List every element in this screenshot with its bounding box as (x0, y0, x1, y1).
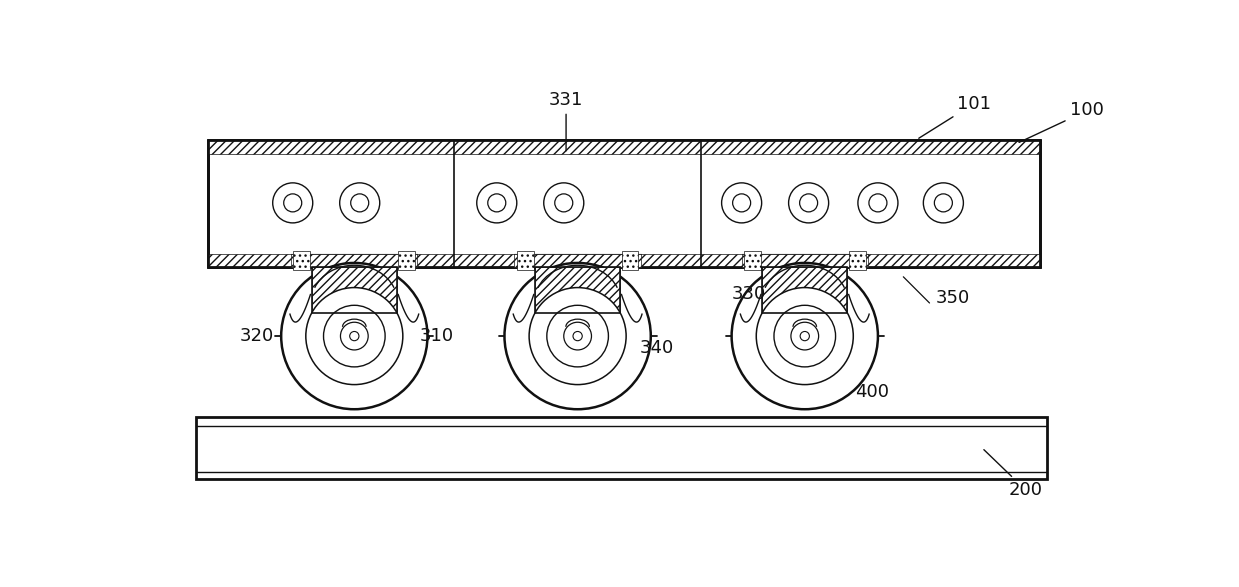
Circle shape (529, 288, 626, 384)
Circle shape (869, 194, 887, 212)
Text: 350: 350 (935, 289, 970, 306)
Circle shape (546, 305, 608, 367)
Circle shape (731, 263, 878, 409)
Text: 101: 101 (919, 95, 991, 139)
Text: 331: 331 (549, 91, 584, 151)
Bar (535, 266, 620, 313)
Bar (291, 255, 418, 266)
Text: 310: 310 (420, 327, 453, 345)
Circle shape (774, 305, 835, 367)
Circle shape (732, 194, 751, 212)
Text: 200: 200 (984, 450, 1043, 499)
Bar (742, 255, 867, 266)
Bar (398, 251, 415, 270)
Text: 100: 100 (1018, 102, 1104, 143)
Circle shape (281, 263, 427, 409)
Text: 330: 330 (731, 285, 766, 303)
Circle shape (349, 332, 359, 340)
Bar (341, 313, 368, 332)
Circle shape (351, 194, 369, 212)
Circle shape (800, 332, 809, 340)
Circle shape (306, 288, 403, 384)
Circle shape (934, 194, 953, 212)
Circle shape (790, 322, 819, 350)
Circle shape (323, 305, 385, 367)
Bar (762, 266, 847, 313)
Circle shape (544, 183, 584, 223)
Circle shape (799, 194, 818, 212)
Text: 400: 400 (855, 383, 888, 402)
Bar (208, 140, 1040, 154)
Bar (208, 140, 1040, 266)
Bar (197, 417, 1047, 478)
Circle shape (504, 263, 650, 409)
Circle shape (555, 194, 572, 212)
Circle shape (564, 322, 591, 350)
Bar (208, 255, 1040, 266)
Bar (622, 251, 638, 270)
Circle shape (756, 288, 854, 384)
Bar (849, 251, 866, 270)
Circle shape (857, 183, 898, 223)
Text: 340: 340 (639, 339, 674, 357)
Bar (294, 251, 311, 270)
Bar (565, 313, 591, 332)
Bar (514, 255, 641, 266)
Circle shape (477, 183, 517, 223)
Circle shape (339, 183, 379, 223)
Circle shape (284, 194, 302, 212)
Bar (312, 266, 396, 313)
Circle shape (721, 183, 762, 223)
Bar (792, 313, 818, 332)
Circle shape (488, 194, 506, 212)
Bar (312, 266, 396, 313)
Circle shape (273, 183, 312, 223)
Circle shape (788, 183, 829, 223)
Text: 320: 320 (239, 327, 274, 345)
Bar (535, 266, 620, 313)
Bar (762, 266, 847, 313)
Circle shape (341, 322, 368, 350)
Bar (743, 251, 761, 270)
Circle shape (923, 183, 964, 223)
Bar (517, 251, 534, 270)
Circle shape (572, 332, 582, 340)
